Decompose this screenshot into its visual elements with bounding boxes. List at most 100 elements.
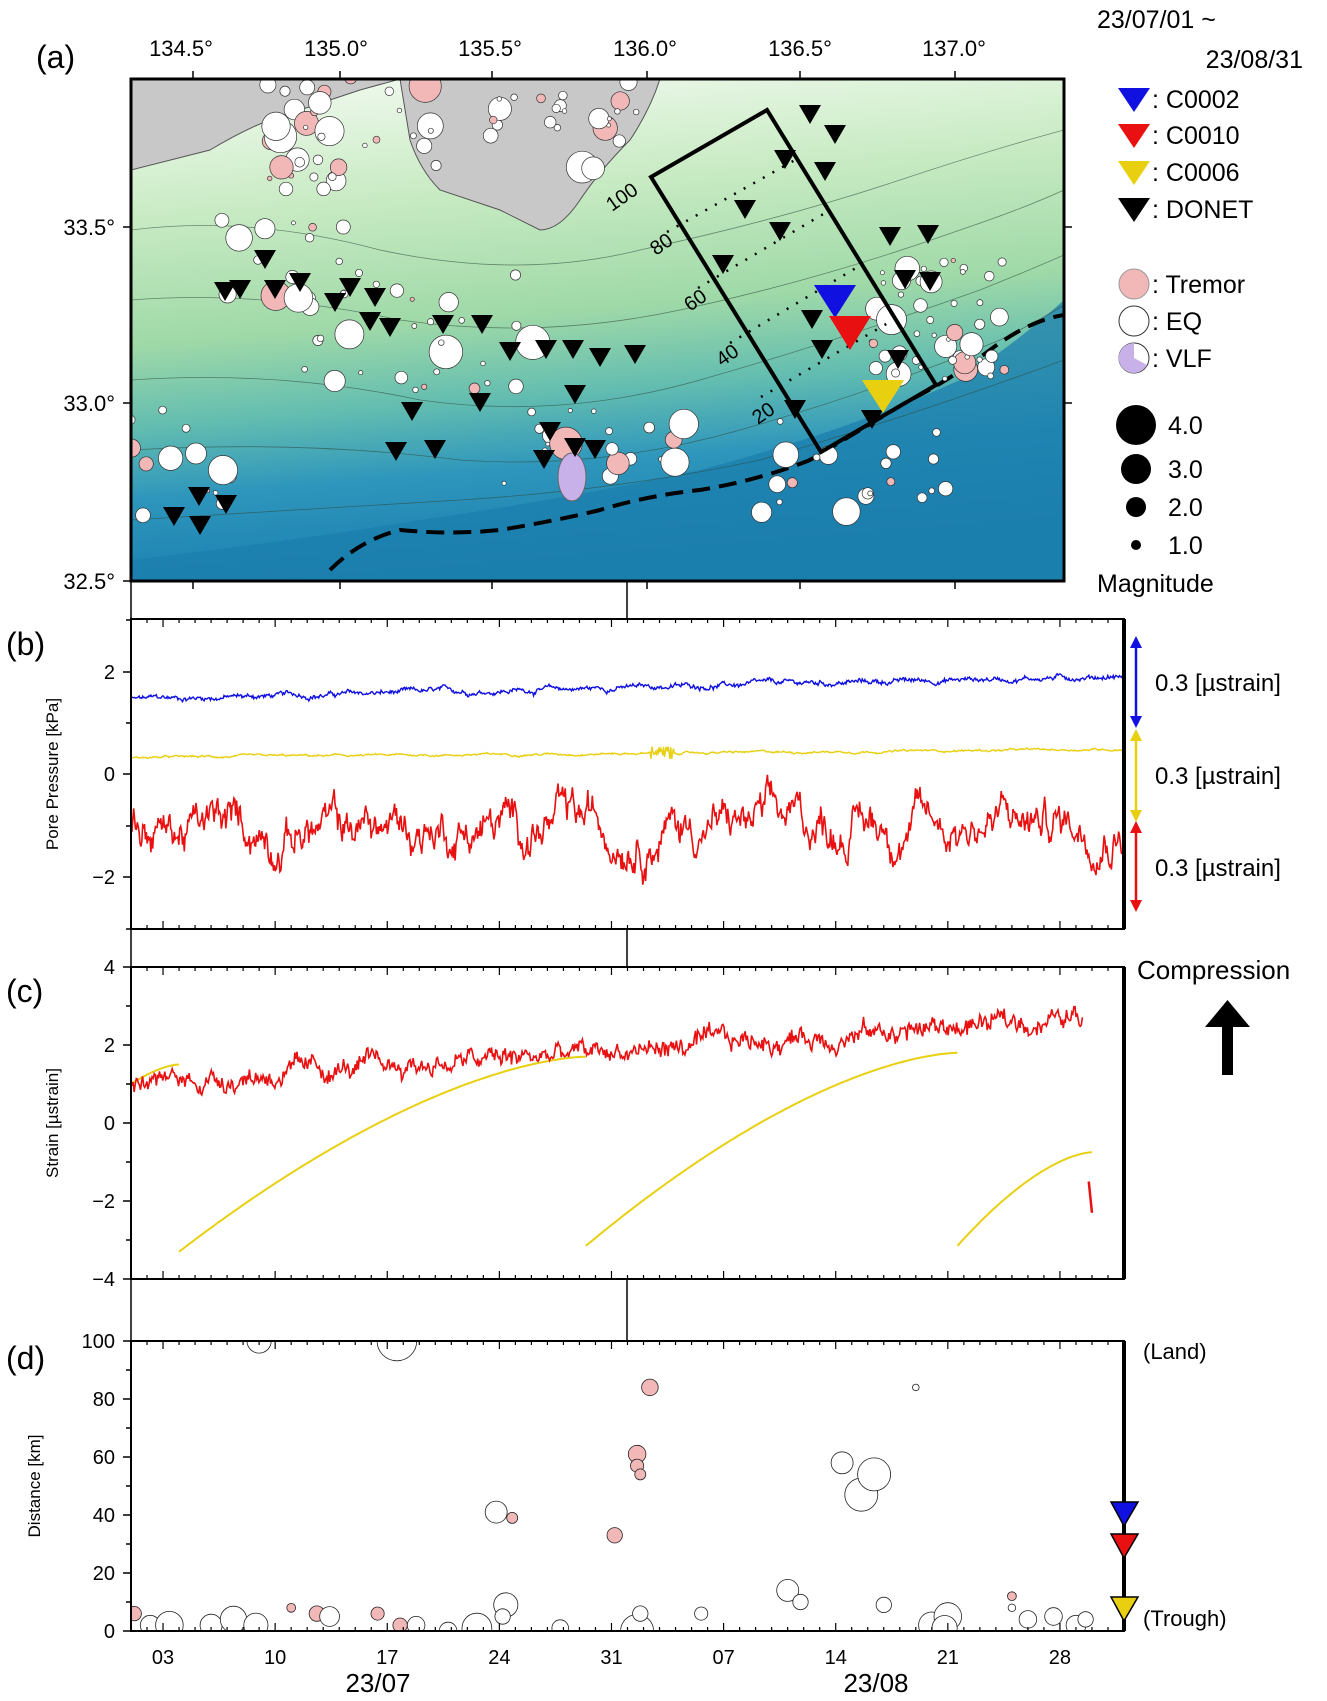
x-tick-label: 31 (600, 1647, 622, 1669)
x-tick-label: 17 (376, 1647, 398, 1669)
legend-eq-marker (1118, 305, 1150, 337)
lon-tick-label: 137.0° (922, 36, 986, 61)
legend-c0010-label: : C0010 (1152, 122, 1240, 150)
map-eq-event (885, 444, 901, 460)
map-eq-event (976, 356, 983, 363)
legend-mag3-label: 3.0 (1168, 456, 1203, 484)
map-eq-event (254, 218, 276, 240)
x-tick-label: 21 (937, 1647, 959, 1669)
x-tick-label: 14 (825, 1647, 847, 1669)
map-eq-event (558, 90, 568, 101)
donet-station-marker (264, 280, 286, 299)
donet-station-marker (469, 393, 491, 412)
map-eq-event (428, 334, 464, 370)
map-eq-event (372, 280, 380, 288)
donet-station-marker (584, 440, 606, 459)
eq-event (1018, 1610, 1038, 1629)
map-eq-event (278, 181, 294, 197)
panel-d-c0006-marker (1109, 1596, 1140, 1623)
month-label-july: 23/07 (345, 1668, 410, 1698)
map-tremor-event (489, 115, 498, 125)
tremor-event (506, 1512, 519, 1524)
map-eq-event (660, 447, 690, 477)
map-eq-event (355, 268, 363, 277)
map-tremor-event (868, 338, 878, 348)
map-eq-event (751, 501, 773, 523)
lon-tick-label: 135.0° (304, 36, 368, 61)
donet-station-marker (624, 345, 646, 364)
map-eq-event (212, 490, 219, 496)
map-eq-event (291, 220, 296, 226)
map-tremor-event (267, 175, 273, 182)
land-label: (Land) (1143, 1339, 1207, 1364)
eq-event (694, 1606, 709, 1621)
map-eq-event (294, 156, 305, 168)
map-donet-stations (163, 105, 941, 535)
map-eq-event (916, 492, 928, 503)
donet-station-marker (589, 348, 611, 367)
map-eq-event (356, 67, 364, 75)
donet-station-marker (289, 273, 311, 292)
map-eq-event (299, 79, 316, 96)
date-range-line1: 23/07/01 ~ (1097, 6, 1216, 34)
donet-station-marker (385, 442, 407, 461)
legend-c0002-marker (1118, 88, 1150, 112)
map-eq-event (867, 490, 874, 497)
donet-station-marker (734, 200, 756, 219)
legend-mag1-label: 1.0 (1168, 532, 1203, 560)
eq-event (1044, 1607, 1063, 1626)
map-tremor-event (946, 324, 964, 341)
map-eq-event (668, 408, 699, 440)
panel-c-series (130, 1005, 1094, 1253)
map-eq-event (323, 370, 346, 392)
map-eq-event (614, 108, 621, 115)
panel-label-a: (a) (36, 39, 75, 75)
land-polygon (131, 79, 401, 171)
panel-label-b: (b) (6, 626, 45, 662)
map-eq-event (544, 116, 557, 129)
map-eq-event (328, 172, 337, 181)
map-eq-event (412, 386, 419, 394)
panel-d-c0002-marker (1109, 1501, 1140, 1528)
map-eq-event (508, 378, 524, 395)
map-eq-event (303, 124, 309, 130)
panel-d-y-tick: 20 (93, 1563, 115, 1585)
lat-tick-label: 33.5° (63, 215, 115, 240)
map-eq-event (880, 280, 887, 286)
donet-station-marker (861, 410, 883, 429)
longitude-tick-labels: 134.5° 135.0° 135.5° 136.0° 136.5° 137.0… (149, 36, 986, 61)
legend-c0006-marker (1118, 161, 1150, 185)
panel-d-c0010-marker (1109, 1533, 1140, 1560)
x-tick-label: 24 (488, 1647, 510, 1669)
lon-tick-label: 136.0° (613, 36, 677, 61)
map-eq-event (976, 299, 984, 306)
map-eq-event (334, 319, 365, 350)
pore-pressure-series (130, 746, 1125, 760)
panel-c-y-tick: 4 (104, 957, 115, 979)
donet-station-marker (188, 487, 210, 506)
lat-tick-label: 32.5° (63, 569, 115, 594)
map-eq-event (880, 457, 892, 469)
tremor-event (286, 1603, 297, 1613)
donet-station-marker (424, 440, 446, 459)
trough-line (328, 313, 1064, 572)
map-eq-event (545, 441, 551, 447)
donet-station-marker (189, 516, 211, 535)
donet-station-marker (229, 280, 251, 299)
map-eq-event (496, 96, 502, 102)
map-eq-event (430, 160, 442, 171)
map-eq-event (984, 271, 995, 282)
eq-event (875, 1596, 892, 1614)
panel-label-c: (c) (6, 973, 43, 1009)
eq-event (494, 1608, 511, 1625)
map-tremor-event (786, 477, 798, 489)
eq-event (1077, 1611, 1094, 1628)
panel-b-chart: 2 0 −2 Pore Pressure [kPa] 0.3 [µstrain]… (43, 618, 1281, 930)
map-eq-event (928, 453, 939, 465)
c0006-marker (862, 380, 904, 413)
map-eq-event (438, 339, 445, 346)
legend-c0006-label: : C0006 (1152, 159, 1240, 187)
legend-eq-label: : EQ (1152, 308, 1202, 336)
tremor-event (606, 1527, 623, 1544)
